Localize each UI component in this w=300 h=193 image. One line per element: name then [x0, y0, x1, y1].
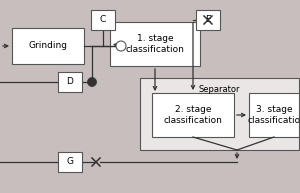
Text: 3. stage
classificatio: 3. stage classificatio [248, 105, 300, 125]
FancyBboxPatch shape [249, 93, 299, 137]
FancyBboxPatch shape [58, 152, 82, 172]
Text: E: E [205, 15, 211, 25]
Text: 2. stage
classification: 2. stage classification [164, 105, 222, 125]
Text: C: C [100, 15, 106, 25]
FancyBboxPatch shape [91, 10, 115, 30]
FancyBboxPatch shape [140, 78, 299, 150]
Text: Grinding: Grinding [28, 41, 68, 51]
Circle shape [88, 78, 97, 86]
FancyBboxPatch shape [152, 93, 234, 137]
Circle shape [116, 41, 126, 51]
FancyBboxPatch shape [58, 72, 82, 92]
Text: 1. stage
classification: 1. stage classification [126, 34, 184, 54]
Text: Separator: Separator [199, 85, 240, 94]
FancyBboxPatch shape [110, 22, 200, 66]
Text: G: G [67, 157, 73, 167]
Text: D: D [67, 78, 73, 86]
FancyBboxPatch shape [12, 28, 84, 64]
FancyBboxPatch shape [196, 10, 220, 30]
